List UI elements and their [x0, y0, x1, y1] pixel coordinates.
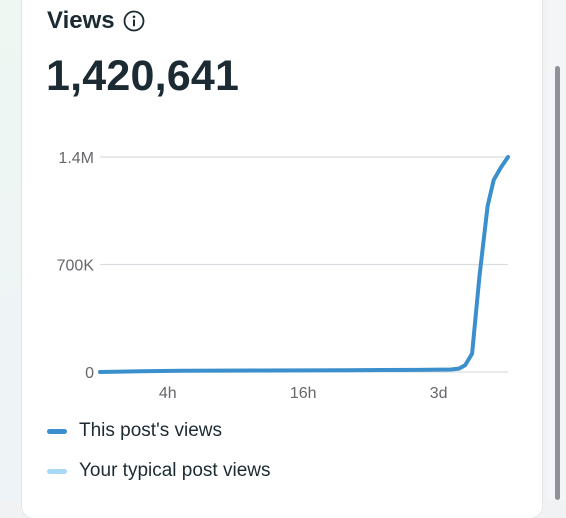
- y-tick-label-1: 700K: [57, 258, 95, 275]
- legend-label-this-post: This post's views: [79, 420, 223, 441]
- scrollbar-thumb[interactable]: [555, 66, 560, 500]
- chart-legend: This post's views Your typical post view…: [47, 420, 271, 500]
- legend-item-typical: Your typical post views: [47, 460, 271, 482]
- x-tick-label-1: 16h: [290, 385, 317, 402]
- card-title: Views: [47, 7, 115, 34]
- y-tick-label-0: 0: [85, 365, 94, 382]
- legend-item-this-post: This post's views: [47, 420, 271, 442]
- views-line-chart: 0 700K 1.4M 4h 16h 3d: [57, 150, 510, 402]
- x-tick-label-0: 4h: [159, 385, 177, 402]
- legend-label-typical: Your typical post views: [79, 460, 271, 481]
- chart-y-axis: 0 700K 1.4M: [57, 150, 95, 382]
- views-total: 1,420,641: [46, 52, 240, 100]
- x-tick-label-2: 3d: [430, 385, 448, 402]
- chart-x-axis: 4h 16h 3d: [159, 385, 448, 402]
- y-tick-label-2: 1.4M: [58, 150, 94, 167]
- series-line-0: [98, 155, 510, 374]
- chart-series: [98, 155, 510, 374]
- legend-swatch-this-post: [47, 428, 67, 434]
- chart-gridlines: [100, 156, 508, 373]
- info-icon[interactable]: [123, 10, 145, 32]
- views-card: [22, 0, 542, 518]
- page-background: [0, 0, 22, 500]
- card-header: Views: [47, 5, 145, 37]
- legend-swatch-typical: [47, 468, 67, 474]
